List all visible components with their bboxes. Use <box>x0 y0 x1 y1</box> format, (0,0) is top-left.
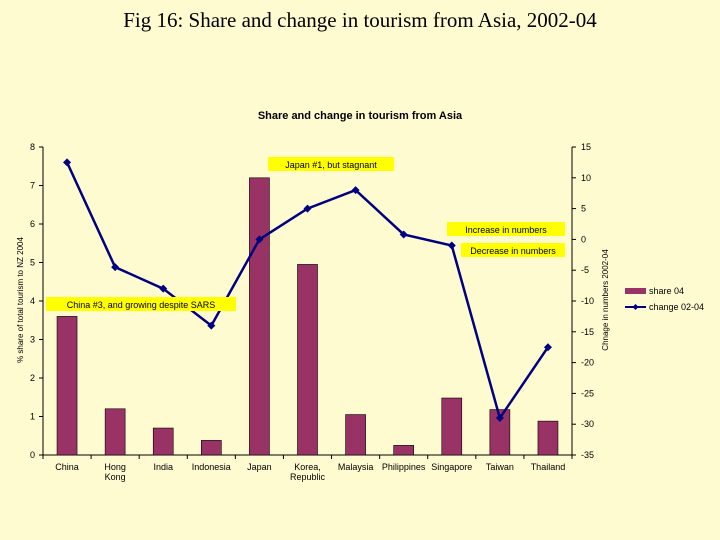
x-tick-label: Korea, <box>294 462 321 472</box>
line-point[interactable] <box>495 414 504 423</box>
x-tick-label: Thailand <box>531 462 566 472</box>
x-tick-label: Taiwan <box>486 462 514 472</box>
y-tick-label: 7 <box>30 181 35 191</box>
y2-tick-label: -20 <box>581 358 594 368</box>
chart-title: Share and change in tourism from Asia <box>258 110 463 122</box>
annotation-text: China #3, and growing despite SARS <box>67 300 216 310</box>
y-tick-label: 5 <box>30 258 35 268</box>
annotation-box <box>447 222 565 236</box>
legend-swatch-marker <box>632 304 639 310</box>
x-tick-label: Malaysia <box>338 462 374 472</box>
y2-tick-label: -10 <box>581 296 594 306</box>
x-tick-label: Singapore <box>431 462 472 472</box>
y2-tick-label: -15 <box>581 327 594 337</box>
line-point[interactable] <box>447 241 456 250</box>
bar[interactable] <box>249 177 270 456</box>
annotation-text: Decrease in numbers <box>470 246 556 256</box>
y2-tick-label: 15 <box>581 142 591 152</box>
legend-swatch-bar <box>625 288 646 294</box>
y-axis-label: % share of total tourism to NZ 2004 <box>16 237 25 363</box>
bar[interactable] <box>393 445 414 456</box>
bar[interactable] <box>345 414 366 456</box>
y-tick-label: 4 <box>30 296 35 306</box>
y2-tick-label: -25 <box>581 388 594 398</box>
y2-tick-label: -35 <box>581 450 594 460</box>
page-title: Fig 16: Share and change in tourism from… <box>123 8 597 32</box>
y2-tick-label: 10 <box>581 173 591 183</box>
x-tick-label: Japan <box>247 462 272 472</box>
x-tick-label: Hong <box>104 462 126 472</box>
bar[interactable] <box>152 427 174 456</box>
y2-tick-label: 0 <box>581 234 586 244</box>
y-tick-label: 6 <box>30 219 35 229</box>
bar[interactable] <box>489 409 511 456</box>
line-point[interactable] <box>351 186 360 195</box>
annotation-box <box>268 157 394 171</box>
annotation-box <box>46 297 236 311</box>
bar[interactable] <box>201 440 222 456</box>
y-tick-label: 1 <box>30 412 35 422</box>
legend-label: share 04 <box>649 286 684 296</box>
x-tick-label: Philippines <box>382 462 426 472</box>
bar[interactable] <box>104 408 126 456</box>
line-point[interactable] <box>543 343 552 352</box>
y-tick-label: 0 <box>30 450 35 460</box>
y2-tick-label: -30 <box>581 419 594 429</box>
bar[interactable] <box>441 397 463 456</box>
y2-tick-label: 5 <box>581 204 586 214</box>
line-point[interactable] <box>111 263 120 272</box>
y-tick-label: 3 <box>30 335 35 345</box>
x-tick-label: Indonesia <box>192 462 231 472</box>
x-tick-label: Kong <box>105 472 126 482</box>
bar[interactable] <box>297 264 318 456</box>
x-tick-label: India <box>153 462 173 472</box>
line-point[interactable] <box>399 230 408 239</box>
line-point[interactable] <box>303 204 312 213</box>
x-tick-label: Republic <box>290 472 326 482</box>
annotation-box <box>461 243 565 257</box>
legend-label: change 02-04 <box>649 302 704 312</box>
y2-tick-label: -5 <box>581 265 589 275</box>
bar[interactable] <box>56 316 78 456</box>
annotation-text: Japan #1, but stagnant <box>285 160 377 170</box>
y2-axis-label: Chnage in numbers 2002-04 <box>601 249 610 351</box>
x-tick-label: China <box>55 462 79 472</box>
line-point[interactable] <box>63 158 72 167</box>
y-tick-label: 2 <box>30 373 35 383</box>
line-point[interactable] <box>207 321 216 330</box>
y-tick-label: 8 <box>30 142 35 152</box>
line-point[interactable] <box>255 235 264 244</box>
annotation-text: Increase in numbers <box>465 225 547 235</box>
bar[interactable] <box>537 420 559 456</box>
line-point[interactable] <box>159 284 168 293</box>
